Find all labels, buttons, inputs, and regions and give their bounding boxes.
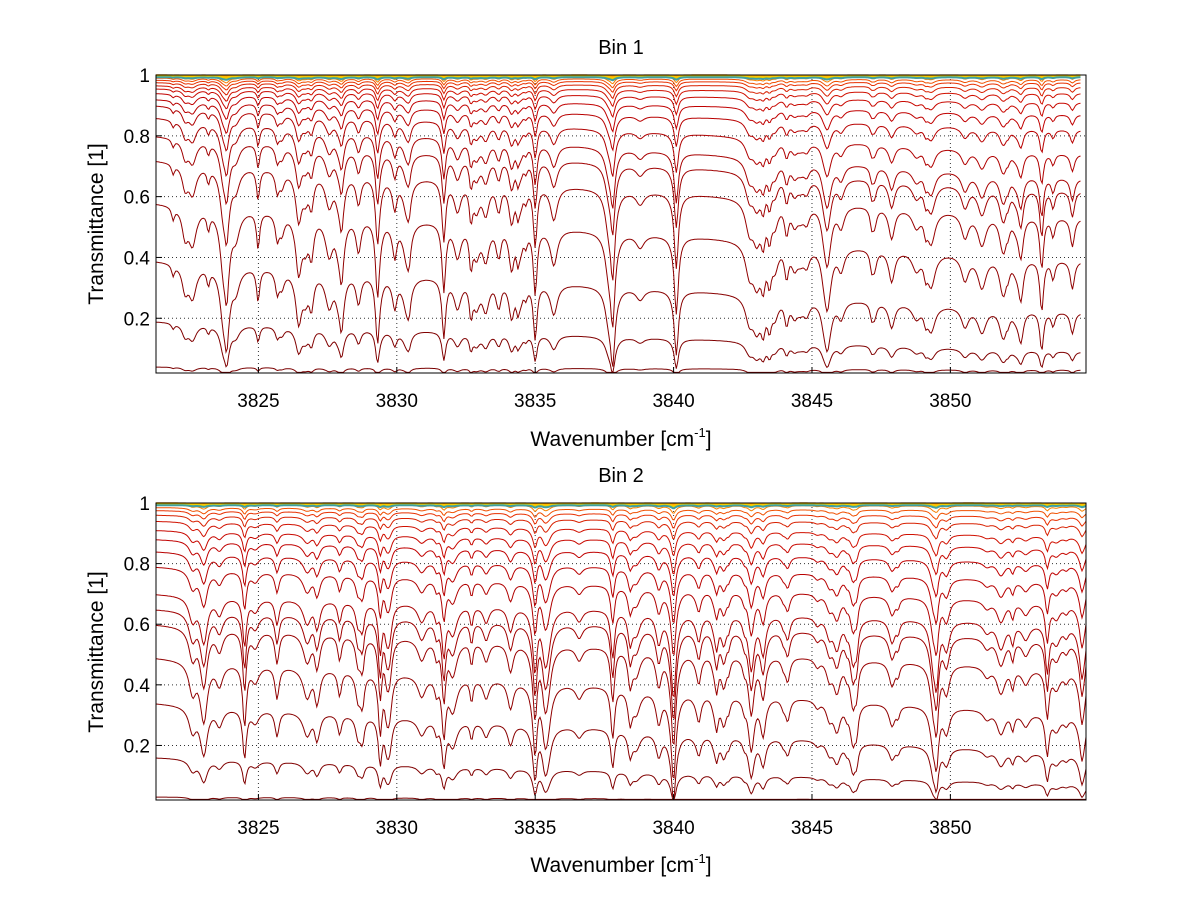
spectrum-line	[156, 76, 1081, 82]
spectrum-line	[156, 82, 1081, 100]
spectrum-line	[155, 79, 1081, 93]
plot-area	[155, 502, 1087, 801]
spectrum-line	[156, 796, 1086, 800]
x-tick-label: 3850	[929, 391, 971, 412]
y-tick-label: 1	[139, 66, 150, 87]
y-tick-label: 0.2	[124, 736, 150, 757]
y-tick-label: 0.4	[124, 248, 151, 269]
plot-area	[155, 74, 1087, 374]
spectra-series	[155, 74, 1081, 374]
x-tick-label: 3850	[929, 818, 971, 839]
spectrum-line	[156, 507, 1087, 521]
y-tick-label: 0.4	[124, 676, 151, 697]
spectrum-line	[155, 261, 1081, 367]
y-tick-label: 1	[139, 494, 150, 515]
x-tick-label: 3840	[652, 391, 694, 412]
spectrum-line	[156, 504, 1087, 510]
y-tick-label: 0.2	[124, 309, 150, 330]
spectrum-line	[155, 609, 1087, 720]
spectrum-line	[155, 566, 1087, 656]
spectrum-line	[155, 161, 1081, 281]
spectrum-line	[155, 624, 1087, 745]
spectra-series	[155, 502, 1087, 801]
y-tick-label: 0.6	[124, 188, 150, 209]
x-axis-label: Wavenumber [cm-1]	[530, 425, 711, 451]
y-tick-label: 0.8	[124, 127, 150, 148]
spectrum-line	[156, 514, 1087, 540]
tick-labels: 3825 3830 3835 3840 3845 3850 0.2 0.4 0.6 0.8 1	[124, 494, 972, 839]
spectrum-line	[156, 521, 1087, 557]
x-tick-label: 3825	[237, 818, 279, 839]
y-tick-label: 0.8	[124, 555, 150, 576]
plot-title: Bin 2	[598, 465, 644, 487]
spectrum-line	[155, 594, 1087, 698]
spectrum-line	[155, 136, 1081, 237]
spectrum-line	[156, 510, 1087, 529]
y-tick-label: 0.6	[124, 615, 150, 636]
tick-labels: 3825 3830 3835 3840 3845 3850 0.2 0.4 0.6 0.8 1	[124, 66, 972, 412]
x-tick-label: 3845	[791, 391, 833, 412]
x-tick-label: 3835	[514, 391, 556, 412]
spectrum-line	[155, 204, 1081, 328]
x-tick-label: 3825	[237, 391, 279, 412]
x-tick-label: 3845	[791, 818, 833, 839]
plot-title: Bin 1	[598, 37, 644, 59]
x-tick-label: 3840	[652, 818, 694, 839]
y-axis-label: Transmittance [1]	[85, 143, 108, 304]
subplot-bin-2: Bin 2 3825 3830 3835 3840 3845 3850 0.2 0.4 0.6 0…	[85, 465, 1087, 877]
spectrum-line	[156, 366, 1081, 373]
spectrum-line	[156, 85, 1081, 108]
spectrum-line	[155, 539, 1087, 599]
spectrum-line	[155, 99, 1081, 154]
subplot-bin-1: Bin 1 3825 3830 3835 3840 3845 3850 0.2 0.4 0.6 0…	[85, 37, 1087, 451]
spectrum-line	[155, 757, 1087, 801]
spectrum-line	[156, 77, 1081, 89]
spectrum-line	[155, 321, 1081, 374]
spectrum-line	[156, 551, 1087, 626]
spectrum-line	[155, 658, 1087, 779]
x-tick-label: 3830	[376, 818, 418, 839]
spectrum-line	[155, 530, 1087, 576]
spectrum-line	[155, 88, 1081, 118]
spectrum-line	[155, 118, 1081, 217]
x-tick-label: 3830	[376, 391, 418, 412]
spectrum-line	[155, 105, 1081, 185]
spectrum-line	[155, 703, 1087, 798]
x-tick-label: 3835	[514, 818, 556, 839]
x-axis-label: Wavenumber [cm-1]	[530, 851, 711, 877]
spectrum-line	[156, 93, 1081, 134]
y-axis-label: Transmittance [1]	[85, 571, 108, 732]
